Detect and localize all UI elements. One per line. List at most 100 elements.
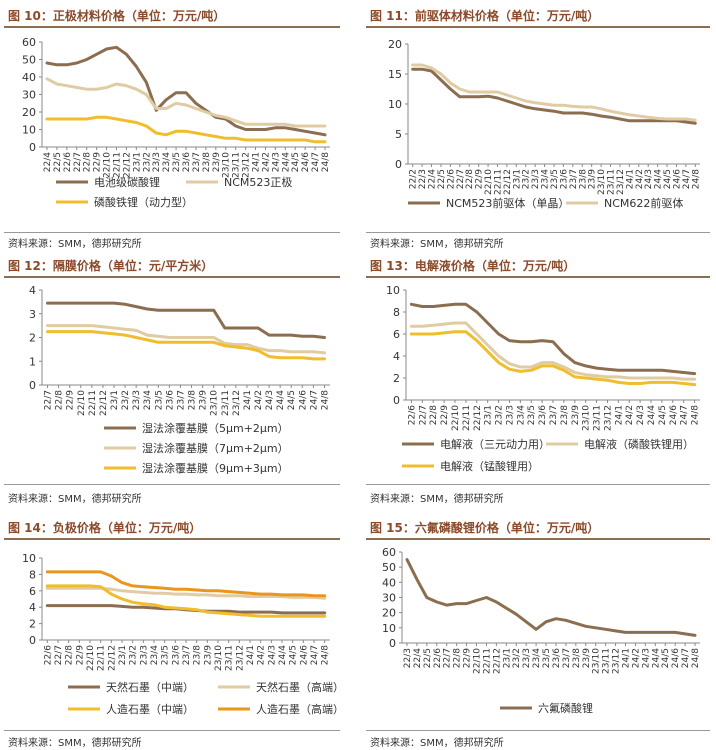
x-tick-label: 23/12	[603, 405, 613, 431]
x-tick-label: 23/3	[152, 152, 162, 172]
y-tick-label: 4	[29, 284, 36, 297]
x-tick-label: 22/11	[97, 645, 107, 671]
y-tick-label: 0	[389, 637, 396, 650]
chart-panel-positive-electrode: 图 10：正极材料价格（单位：万元/吨） 0 10 20 30 40 50 60 22/4 22…	[4, 4, 340, 250]
y-tick-label: 40	[382, 576, 396, 589]
x-tick-label: 24/6	[671, 648, 681, 668]
x-tick-label: 23/9	[588, 169, 598, 189]
x-tick-label: 24/5	[287, 390, 297, 410]
x-tick-label: 24/7	[682, 169, 692, 189]
legend-label: 天然石墨（中端）	[106, 680, 194, 694]
series-line	[409, 321, 697, 381]
x-tick-label: 22/11	[482, 648, 492, 674]
x-tick-label: 24/2	[257, 645, 267, 665]
x-tick-label: 22/10	[451, 405, 461, 431]
chart-title: 图 12：隔膜价格（单位：元/平方米）	[8, 259, 214, 273]
legend-label: NCM523正极	[224, 175, 292, 189]
y-tick-label: 20	[22, 106, 36, 119]
x-tick-label: 23/6	[552, 648, 562, 668]
x-tick-label: 23/6	[165, 390, 175, 410]
x-tick-label: 23/1	[110, 390, 120, 410]
chart-title: 图 14：负极价格（单位：万元/吨）	[8, 521, 202, 535]
x-tick-label: 24/1	[614, 405, 624, 425]
legend-label: 人造石墨（中端）	[106, 702, 194, 716]
chart-panel-separator: 图 12：隔膜价格（单位：元/平方米） 0 1 2 3 4 22/7 22/8 22/9 22/…	[4, 254, 340, 505]
x-tick-label: 23/2	[495, 405, 505, 425]
x-tick-label: 23/9	[571, 405, 581, 425]
x-tick-label: 23/8	[572, 648, 582, 668]
x-tick-label: 22/9	[463, 648, 473, 668]
y-tick-label: 10	[388, 98, 402, 111]
x-tick-label: 24/3	[271, 152, 281, 172]
x-tick-label: 23/9	[203, 645, 213, 665]
series-line	[45, 584, 327, 618]
x-tick-label: 23/10	[210, 390, 220, 416]
series-line	[45, 586, 327, 600]
x-tick-label: 24/4	[647, 405, 657, 425]
x-tick-label: 24/6	[301, 152, 311, 172]
x-tick-label: 24/4	[281, 152, 291, 172]
x-tick-label: 23/5	[172, 152, 182, 172]
y-tick-label: 10	[22, 552, 36, 565]
chart-title: 图 15：六氟磷酸锂价格（单位：万元/吨）	[370, 521, 600, 535]
x-tick-label: 22/12	[122, 152, 132, 178]
y-tick-label: 3	[29, 308, 36, 321]
x-tick-label: 23/1	[118, 645, 128, 665]
x-tick-label: 24/2	[254, 390, 264, 410]
x-tick-label: 23/12	[612, 648, 622, 674]
x-tick-label: 22/8	[465, 169, 475, 189]
series-line	[409, 302, 697, 376]
y-tick-label: 30	[382, 592, 396, 605]
y-tick-label: 0	[29, 379, 36, 392]
x-tick-label: 24/8	[691, 169, 701, 189]
x-tick-label: 24/3	[636, 405, 646, 425]
legend-label: 电解液（三元动力用）	[440, 437, 550, 451]
series-line	[45, 115, 327, 144]
y-tick-label: 20	[382, 607, 396, 620]
x-tick-label: 24/7	[681, 648, 691, 668]
y-tick-label: 2	[393, 372, 400, 385]
x-tick-label: 22/10	[77, 390, 87, 416]
x-tick-label: 22/5	[53, 152, 63, 172]
x-tick-label: 23/7	[562, 648, 572, 668]
legend-label: 湿法涂覆基膜（5μm+2μm）	[142, 421, 289, 435]
x-tick-label: 24/5	[661, 648, 671, 668]
x-tick-label: 23/1	[132, 152, 142, 172]
series-line	[45, 45, 327, 137]
series-line	[45, 77, 327, 128]
series-line	[411, 67, 697, 125]
x-tick-label: 24/1	[625, 169, 635, 189]
x-tick-label: 22/7	[44, 390, 54, 410]
x-tick-label: 23/12	[235, 645, 245, 671]
x-tick-label: 22/5	[423, 648, 433, 668]
y-tick-label: 0	[29, 634, 36, 647]
y-tick-label: 8	[393, 306, 400, 319]
source-note: 资料来源：SMM，德邦研究所	[370, 738, 504, 749]
y-tick-label: 60	[382, 546, 396, 559]
x-tick-label: 22/10	[86, 645, 96, 671]
x-tick-label: 22/7	[443, 648, 453, 668]
x-tick-label: 23/5	[550, 169, 560, 189]
chart-title: 图 13：电解液价格（单位：万元/吨）	[370, 259, 576, 273]
x-tick-label: 22/6	[63, 152, 73, 172]
x-tick-label: 23/11	[232, 152, 242, 178]
legend-label: NCM622前驱体	[604, 196, 683, 210]
x-tick-label: 23/4	[143, 390, 153, 410]
x-tick-label: 24/7	[309, 390, 319, 410]
legend-label: 六氟磷酸锂	[538, 701, 593, 715]
x-tick-label: 23/11	[221, 390, 231, 416]
x-tick-label: 22/12	[473, 405, 483, 431]
x-tick-label: 24/8	[321, 152, 331, 172]
y-tick-label: 10	[382, 622, 396, 635]
source-note: 资料来源：SMM，德邦研究所	[370, 239, 504, 250]
x-tick-label: 23/9	[199, 390, 209, 410]
x-tick-label: 24/3	[641, 648, 651, 668]
x-tick-label: 22/8	[453, 648, 463, 668]
x-tick-label: 22/3	[403, 648, 413, 668]
x-tick-label: 22/12	[99, 390, 109, 416]
x-tick-label: 22/8	[83, 152, 93, 172]
x-tick-label: 22/7	[418, 405, 428, 425]
source-note: 资料来源：SMM，德邦研究所	[370, 494, 504, 505]
x-tick-label: 22/9	[66, 390, 76, 410]
